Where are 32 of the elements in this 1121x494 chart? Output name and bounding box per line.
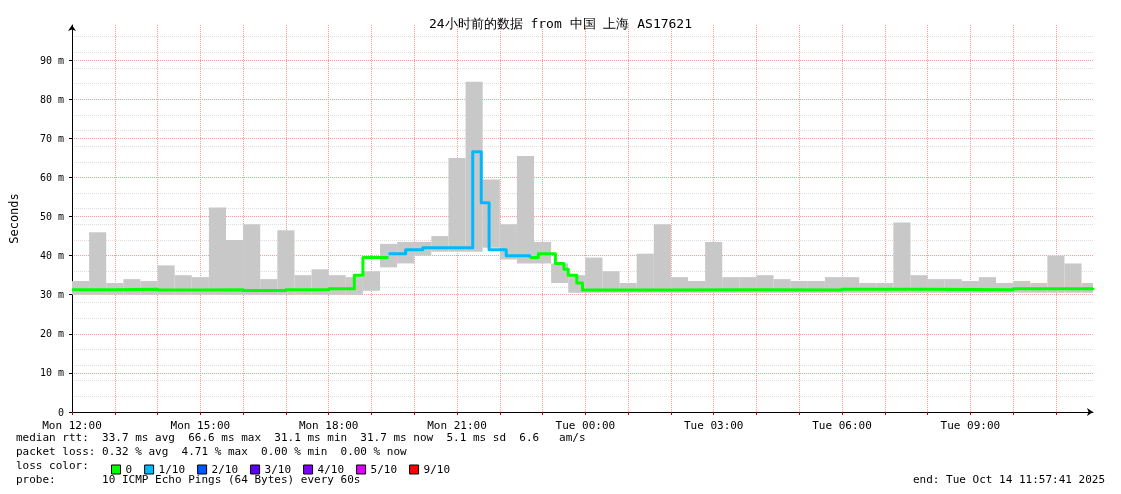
- text: packet loss: 0.32 % avg 4.71 % max 0.00 % min 0.00 % now: [16, 445, 408, 458]
- y-tick-label: 90 m: [39, 54, 64, 66]
- legend-label: 1/10: [158, 463, 186, 476]
- text: end: Tue Oct 14 11:57:41 2025: [912, 473, 1106, 486]
- text: median rtt: 33.7 ms avg 66.6 ms max 31.1 ms min 31.7 ms now 5.1 ms sd 6.6 am/s: [16, 431, 586, 444]
- text: probe: 10 ICMP Echo Pings (64 Bytes) every 60s: [16, 473, 361, 486]
- y-tick-label: 20 m: [39, 328, 64, 340]
- legend-label: 4/10: [317, 463, 345, 476]
- y-tick-label: 0: [57, 406, 64, 418]
- x-tick-label: Tue 09:00: [940, 419, 1001, 432]
- x-tick-label: Mon 18:00: [298, 419, 359, 432]
- y-tick-label: 10 m: [39, 367, 64, 379]
- y-tick-label: 40 m: [39, 250, 64, 262]
- legend-label: 9/10: [423, 463, 451, 476]
- chart-title: 24小时前的数据 from 中国 上海 AS17621: [428, 16, 693, 31]
- x-tick-label: Mon 15:00: [170, 419, 231, 432]
- y-axis-title: Seconds: [7, 193, 21, 244]
- legend-label: 0: [125, 463, 133, 476]
- y-tick-label: 30 m: [39, 289, 64, 301]
- legend-label: 3/10: [264, 463, 292, 476]
- y-tick-label: 50 m: [39, 211, 64, 223]
- legend-title: loss color:: [16, 459, 89, 472]
- y-tick-label: 70 m: [39, 132, 64, 144]
- x-tick-label: Tue 06:00: [812, 419, 872, 432]
- x-tick-label: Tue 00:00: [555, 419, 616, 432]
- x-tick-label: Mon 12:00: [42, 419, 102, 432]
- y-tick-label: 80 m: [39, 93, 64, 105]
- x-tick-label: Tue 03:00: [683, 419, 744, 432]
- legend-label: 5/10: [370, 463, 398, 476]
- y-tick-label: 60 m: [39, 171, 64, 183]
- legend-label: 2/10: [211, 463, 239, 476]
- x-tick-label: Mon 21:00: [427, 419, 487, 432]
